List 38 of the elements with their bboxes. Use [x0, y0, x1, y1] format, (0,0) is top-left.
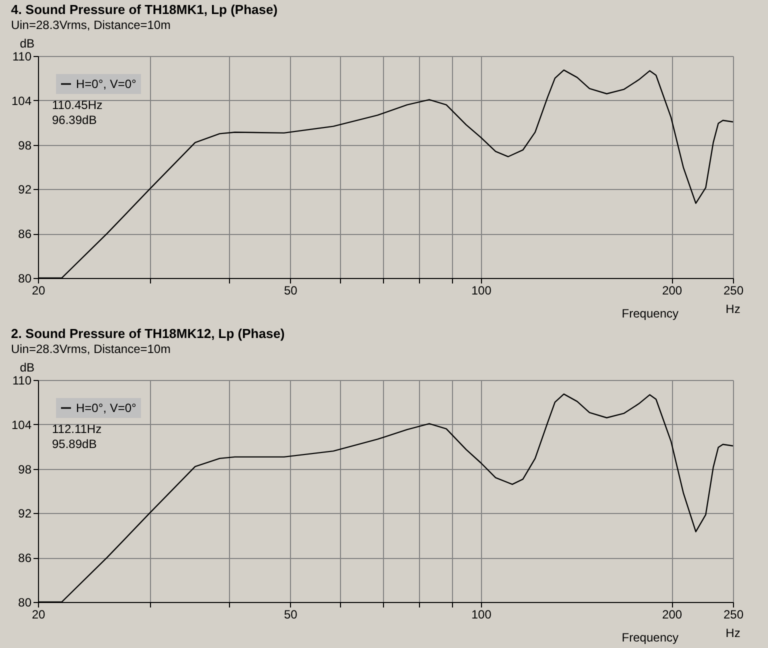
- annotation: 96.39dB: [52, 113, 97, 127]
- y-axis-title: dB: [20, 36, 34, 50]
- x-tick-label: 100: [471, 608, 492, 622]
- y-tick-label: 92: [18, 182, 32, 197]
- x-tick-label: 100: [471, 284, 492, 298]
- y-tick-label: 80: [18, 596, 32, 610]
- x-tick-label: 50: [284, 608, 298, 622]
- y-tick-label: 110: [12, 374, 32, 388]
- annotation: 112.11Hz: [52, 422, 102, 436]
- x-tick-label: 200: [662, 608, 682, 622]
- x-tick-label: 250: [723, 284, 744, 298]
- y-tick-label: 104: [11, 94, 32, 108]
- x-tick-label: 200: [662, 284, 682, 298]
- x-tick-label: 250: [723, 608, 744, 622]
- y-tick-label: 92: [18, 506, 32, 521]
- y-tick-label: 86: [18, 227, 32, 242]
- x-axis-title: Frequency: [622, 306, 678, 320]
- text: Hz: [726, 626, 740, 640]
- annotation: 110.45Hz: [52, 98, 102, 112]
- legend-label: H=0°, V=0°: [76, 401, 136, 415]
- y-tick-label: 104: [11, 418, 32, 432]
- chart-subtitle: Uin=28.3Vrms, Distance=10m: [10, 18, 171, 32]
- chart-title: 2. Sound Pressure of TH18MK12, Lp (Phase): [10, 326, 285, 341]
- y-axis-title: dB: [20, 360, 34, 374]
- chart-title: 4. Sound Pressure of TH18MK1, Lp (Phase): [10, 2, 278, 17]
- y-tick-label: 80: [18, 272, 32, 286]
- y-tick-label: 86: [18, 551, 32, 566]
- text: Hz: [726, 302, 740, 316]
- chart-subtitle: Uin=28.3Vrms, Distance=10m: [10, 342, 171, 356]
- legend-label: H=0°, V=0°: [76, 77, 136, 91]
- y-tick-label: 98: [18, 138, 32, 152]
- x-axis-title: Frequency: [622, 630, 678, 644]
- y-tick-label: 110: [12, 50, 32, 64]
- y-tick-label: 98: [18, 462, 32, 476]
- x-tick-label: 20: [32, 608, 46, 622]
- x-tick-label: 20: [32, 284, 46, 298]
- x-tick-label: 50: [284, 284, 298, 298]
- annotation: 95.89dB: [52, 437, 97, 451]
